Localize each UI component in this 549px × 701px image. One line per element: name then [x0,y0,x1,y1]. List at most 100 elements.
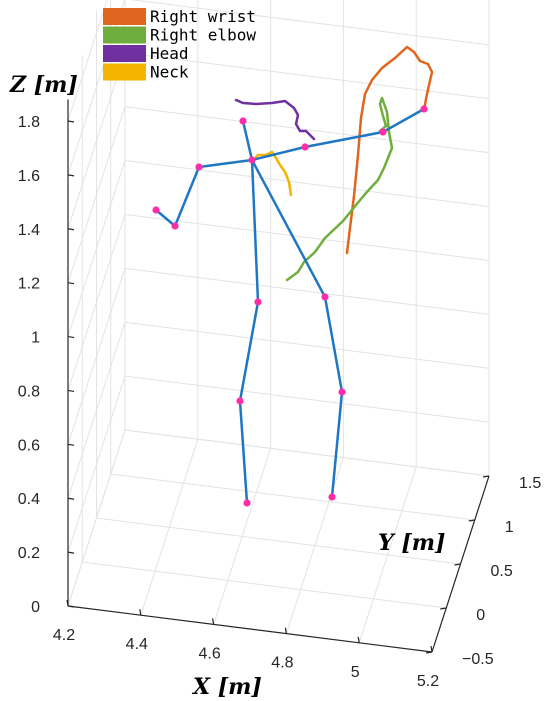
skeleton-bone [241,119,254,162]
legend-label: Right elbow [150,26,256,45]
y-tick-mark [454,563,461,566]
legend-swatch [103,8,146,25]
skeleton-bone [250,158,327,299]
skeleton-bone [154,208,177,228]
right-elbow-trajectory [285,96,394,282]
skeleton-bone [238,399,249,505]
grid-line [124,429,490,477]
axes [66,99,490,654]
grid-line [67,214,126,391]
skeleton-joint [248,156,256,164]
grid-line [67,0,108,122]
y-tick-mark [482,475,490,478]
z-tick-mark [67,335,75,339]
z-tick-label: 0.6 [18,437,40,454]
skeleton-bone [250,145,307,162]
legend-label: Neck [150,63,189,82]
skeleton-bone [197,158,254,169]
grid-line [67,160,126,337]
grid-line [67,375,126,553]
y-tick-label: 0.5 [491,563,513,580]
head-trajectory [234,98,316,141]
skeleton-bone [381,107,426,134]
x-axis-title: X [m] [191,674,262,700]
z-tick-label: 1.8 [18,114,40,131]
x-tick-mark [212,618,215,625]
z-tick-label: 1.2 [18,276,40,293]
trajectories [234,45,434,282]
skeleton-bone [303,130,385,149]
z-tick-mark [67,120,75,123]
grid-line [110,473,475,521]
x-tick-label: 5 [351,664,360,681]
grid-line [67,52,126,229]
x-tick-mark [66,599,69,607]
grid-line [129,0,490,46]
grid-line [67,106,126,283]
z-tick-mark [67,605,75,608]
legend-label: Head [150,44,189,63]
skeleton-bone [323,295,344,394]
skeleton-joint [152,206,160,214]
z-tick-mark [67,389,75,393]
skeleton-joint [243,499,251,507]
skeleton-joint [301,143,309,151]
right-wrist-trajectory [345,45,434,255]
legend-label: Right wrist [150,7,256,26]
skeleton-bone [238,300,260,403]
z-tick-mark [67,228,75,231]
y-tick-label: 1 [505,519,514,536]
grid-line [124,321,490,369]
grid-line [124,106,490,154]
x-axis-line [67,605,433,653]
x-tick-label: 5.2 [417,673,439,690]
z-tick-label: 1 [31,330,40,347]
y-tick-mark [440,607,447,610]
z-tick-mark [67,551,75,554]
skeleton-joint [328,493,336,501]
grid-line [67,268,126,445]
skeleton-joint [420,105,428,113]
skeleton-joint [171,222,179,230]
skeleton-joint [236,397,244,405]
y-tick-label: 1.5 [519,475,541,492]
legend-swatch [103,45,146,62]
x-tick-mark [357,636,360,643]
z-tick-label: 0.8 [18,383,40,400]
z-tick-mark [67,174,75,177]
x-tick-label: 4.2 [53,627,75,644]
z-tick-label: 1.4 [18,222,40,239]
skeleton-joint [195,163,203,171]
y-tick-label: −0.5 [462,651,494,668]
y-axis-title: Y [m] [378,530,445,556]
y-tick-label: 0 [476,607,485,624]
legend-swatch [103,63,146,81]
skeleton-joint [338,388,346,396]
grid-line [124,267,490,315]
y-tick-mark [468,519,475,522]
grid-line [124,213,490,261]
skeleton-bone [330,390,344,499]
skeleton-joints [152,105,428,507]
x-tick-mark [284,627,287,634]
x-tick-label: 4.6 [198,645,220,662]
z-tick-mark [67,443,75,446]
z-tick-label: 1.6 [18,168,40,185]
skeleton-joint [321,293,329,301]
x-tick-mark [139,609,142,616]
x-tick-label: 4.8 [271,655,293,672]
z-axis-title: Z [m] [9,72,78,98]
grid-line [96,517,461,565]
z-tick-label: 0.2 [18,545,40,562]
y-tick-mark [425,651,433,654]
grid-line [67,322,126,499]
neck-trajectory [250,150,293,197]
tick-labels: 4.2 4.4 4.6 4.8 5 5.2 −0.5 0 0.5 1 1.5 0 0.2 0.4 0.6 0.… [18,114,542,690]
z-tick-mark [67,282,75,285]
legend-swatch [103,26,146,44]
z-tick-label: 0 [31,599,40,616]
skeleton-bone [250,158,260,304]
